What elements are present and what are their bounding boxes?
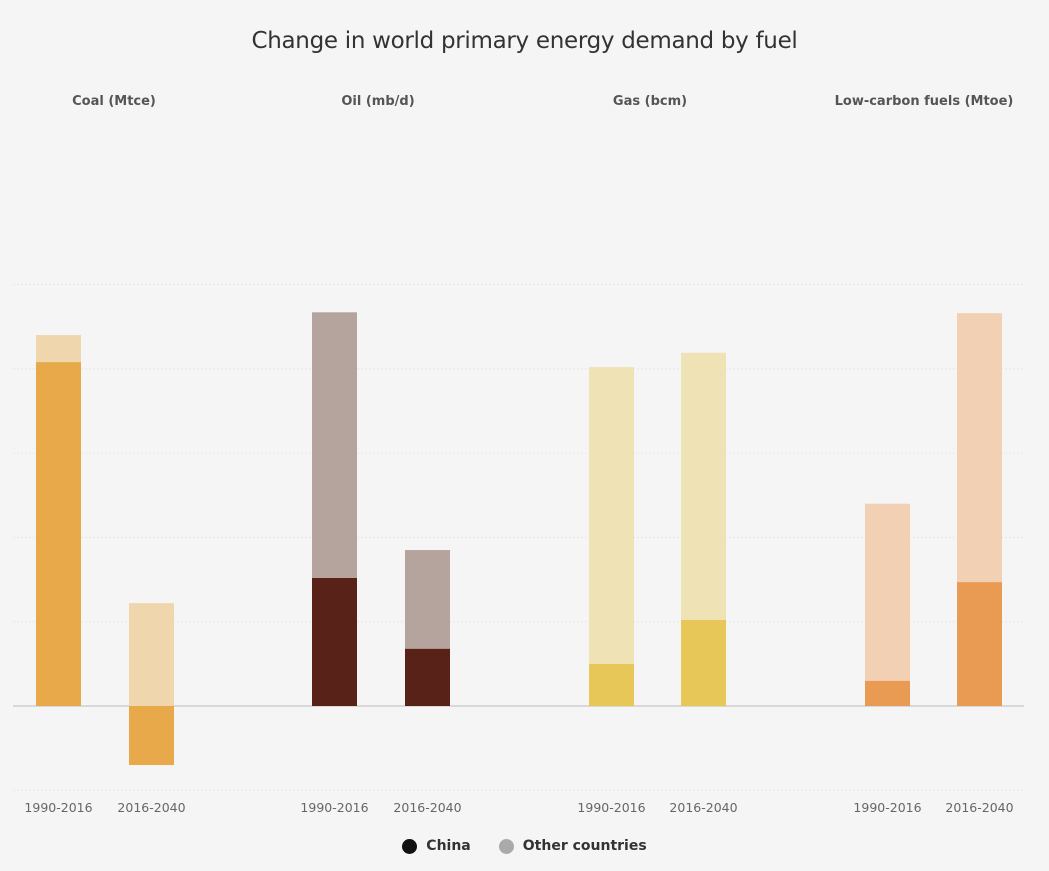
bar-china xyxy=(36,362,81,706)
legend-swatch-other-countries xyxy=(498,838,514,854)
x-tick-label: 1990-2016 xyxy=(577,800,645,815)
legend-swatch-china xyxy=(402,838,418,854)
legend-item-other-countries[interactable]: Other countries xyxy=(498,838,647,854)
bar-china xyxy=(589,663,634,706)
legend-label-other-countries: Other countries xyxy=(522,838,647,854)
bar-other-countries xyxy=(681,352,726,621)
bar-other-countries xyxy=(957,313,1002,583)
panel-title: Oil (mb/d) xyxy=(341,94,414,109)
x-tick-label: 2016-2040 xyxy=(945,800,1013,815)
x-tick-label: 1990-2016 xyxy=(24,800,92,815)
bar-china xyxy=(957,582,1002,706)
x-tick-label: 2016-2040 xyxy=(669,800,737,815)
bar-other-countries xyxy=(405,550,450,649)
bar-other-countries xyxy=(865,503,910,681)
x-tick-label: 2016-2040 xyxy=(117,800,185,815)
legend: China Other countries xyxy=(0,838,1049,854)
legend-item-china[interactable]: China xyxy=(402,838,471,854)
panel-title: Coal (Mtce) xyxy=(72,94,156,109)
bar-china xyxy=(129,706,174,766)
bar-other-countries xyxy=(589,367,634,664)
bar-other-countries xyxy=(312,312,357,578)
x-tick-label: 1990-2016 xyxy=(300,800,368,815)
x-tick-label: 1990-2016 xyxy=(853,800,921,815)
bar-other-countries xyxy=(36,335,81,363)
panel-title: Gas (bcm) xyxy=(613,94,687,109)
panel-title: Low-carbon fuels (Mtoe) xyxy=(835,94,1014,109)
bar-china xyxy=(681,620,726,706)
bar-other-countries xyxy=(129,603,174,706)
legend-label-china: China xyxy=(426,838,471,854)
x-tick-label: 2016-2040 xyxy=(393,800,461,815)
bar-china xyxy=(312,577,357,706)
chart-title: Change in world primary energy demand by… xyxy=(251,28,798,54)
bar-china xyxy=(865,680,910,706)
bar-china xyxy=(405,648,450,706)
